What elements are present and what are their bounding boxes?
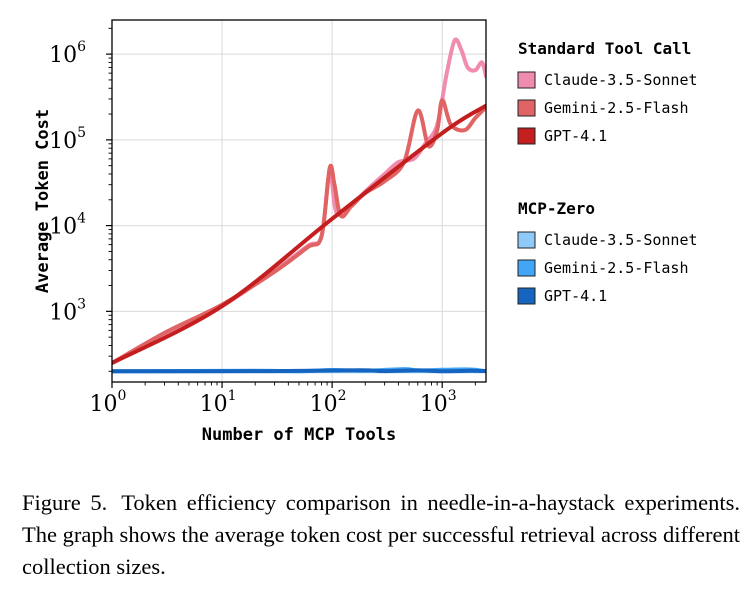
y-axis-label: Average Token Cost: [33, 109, 53, 293]
grid: [111, 20, 486, 382]
legend: Standard Tool Call Claude-3.5-Sonnet Gemin…: [517, 39, 698, 305]
x-tick-label-2: 102: [310, 388, 347, 417]
legend-label-2: GPT-4.1: [544, 127, 607, 145]
y-tick-label-3: 106: [49, 39, 86, 68]
legend-swatch-2: [517, 127, 536, 145]
x-tick-label-1: 101: [200, 388, 237, 417]
series-layer: [112, 37, 486, 374]
caption-text: Token efficiency comparison in needle-in…: [22, 490, 740, 579]
legend-swatch-5: [517, 287, 536, 305]
legend-swatch-1: [517, 99, 536, 117]
y-tick-label-1: 104: [49, 211, 86, 240]
legend-label-1: Gemini-2.5-Flash: [544, 99, 689, 117]
y-axis-ticks: 103 104 105 106: [49, 27, 112, 372]
legend-group-title-1: MCP-Zero: [518, 199, 595, 218]
legend-label-0: Claude-3.5-Sonnet: [544, 71, 698, 89]
y-tick-label-0: 103: [49, 296, 86, 325]
legend-swatch-0: [517, 71, 536, 89]
legend-group-title-0: Standard Tool Call: [518, 39, 691, 58]
token-cost-chart: 100 101 102 103 103 104 105 106 Number of MCP …: [33, 19, 698, 445]
legend-label-3: Claude-3.5-Sonnet: [544, 231, 698, 249]
caption-label: Figure 5.: [22, 490, 108, 515]
series-line-5: [112, 368, 486, 374]
plot-frame: [111, 19, 487, 383]
figure-caption: Figure 5. Token efficiency comparison in …: [22, 487, 740, 583]
x-axis-label: Number of MCP Tools: [202, 425, 396, 445]
series-line-2: [112, 103, 486, 365]
x-tick-label-3: 103: [420, 388, 457, 417]
series-line-0: [112, 37, 486, 365]
legend-label-5: GPT-4.1: [544, 287, 607, 305]
y-tick-label-2: 105: [49, 125, 86, 154]
x-tick-label-0: 100: [90, 388, 127, 417]
x-axis-ticks: 100 101 102 103: [90, 382, 476, 417]
legend-swatch-3: [517, 231, 536, 249]
legend-label-4: Gemini-2.5-Flash: [544, 259, 689, 277]
legend-swatch-4: [517, 259, 536, 277]
